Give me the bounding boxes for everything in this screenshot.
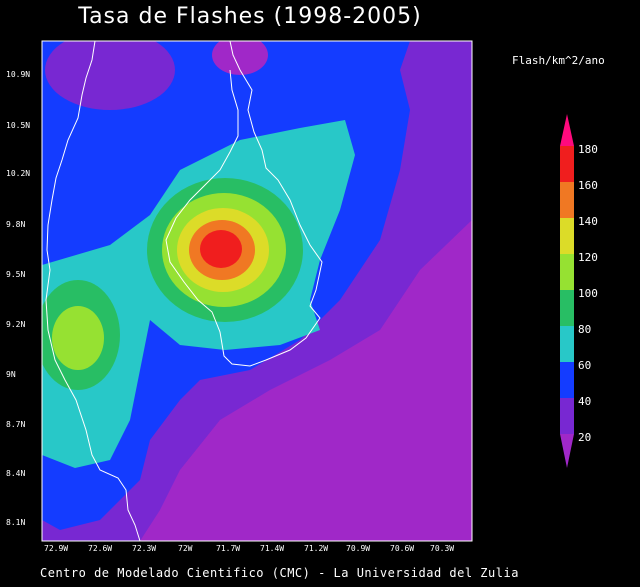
y-tick-label: 10.9N (6, 70, 31, 79)
level-160-180 (200, 230, 242, 268)
y-tick-label: 9.2N (6, 320, 26, 329)
colorbar-label: 160 (578, 179, 598, 192)
y-tick-label: 8.7N (6, 420, 26, 429)
colorbar (560, 114, 574, 468)
colorbar-label: 80 (578, 323, 592, 336)
level-below-20 (212, 41, 268, 75)
x-tick-label: 70.3W (430, 544, 455, 553)
map-title: Tasa de Flashes (1998-2005) (78, 4, 422, 29)
contour-field (42, 41, 472, 541)
level-20-40 (45, 41, 175, 110)
y-tick-label: 10.5N (6, 121, 31, 130)
plot-frame (41, 40, 473, 542)
colorbar-swatch-160 (560, 182, 574, 218)
y-tick-label: 9N (6, 370, 16, 379)
colorbar-bottom-triangle (560, 434, 574, 468)
coastline-lake (165, 40, 323, 367)
x-tick-label: 72.3W (132, 544, 157, 553)
colorbar-top-triangle (560, 114, 574, 146)
footer-credit: Centro de Modelado Cientifico (CMC) - La… (40, 566, 519, 580)
colorbar-label: 180 (578, 143, 598, 156)
colorbar-units: Flash/km^2/ano (512, 54, 605, 67)
level-100-120 (52, 306, 104, 370)
coastline-west (45, 40, 141, 542)
colorbar-label: 120 (578, 251, 598, 264)
colorbar-label: 40 (578, 395, 592, 408)
y-tick-label: 8.1N (6, 518, 26, 527)
x-tick-label: 72.9W (44, 544, 69, 553)
y-tick-label: 10.2N (6, 169, 31, 178)
colorbar-swatch-40 (560, 398, 574, 434)
y-tick-label: 9.5N (6, 270, 26, 279)
x-tick-label: 71.4W (260, 544, 285, 553)
x-tick-label: 70.6W (390, 544, 415, 553)
colorbar-swatch-60 (560, 362, 574, 398)
colorbar-swatch-120 (560, 254, 574, 290)
colorbar-label: 140 (578, 215, 598, 228)
x-tick-label: 72W (178, 544, 193, 553)
x-tick-label: 72.6W (88, 544, 113, 553)
colorbar-swatch-180 (560, 146, 574, 182)
colorbar-swatch-100 (560, 290, 574, 326)
colorbar-label: 60 (578, 359, 592, 372)
y-tick-label: 9.8N (6, 220, 26, 229)
colorbar-swatch-140 (560, 218, 574, 254)
x-tick-label: 70.9W (346, 544, 371, 553)
x-tick-label: 71.2W (304, 544, 329, 553)
colorbar-label: 100 (578, 287, 598, 300)
y-tick-label: 8.4N (6, 469, 26, 478)
colorbar-swatch-80 (560, 326, 574, 362)
coastlines (45, 40, 323, 542)
colorbar-label: 20 (578, 431, 592, 444)
x-tick-label: 71.7W (216, 544, 241, 553)
